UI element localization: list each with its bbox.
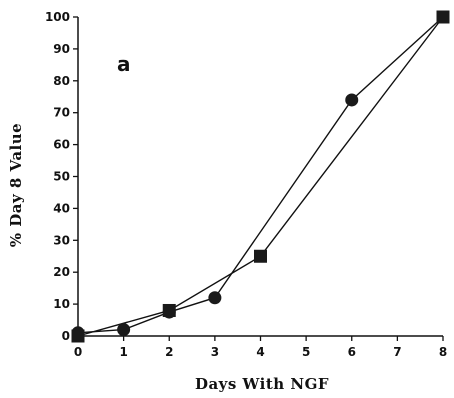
- y-tick-label: 20: [53, 265, 70, 279]
- y-tick-label: 30: [53, 233, 70, 247]
- y-axis-title: % Day 8 Value: [7, 123, 25, 247]
- circle-series-line: [77, 16, 444, 334]
- x-tick-label: 6: [348, 345, 356, 359]
- x-tick-label: 3: [211, 345, 219, 359]
- panel-label: a: [117, 52, 131, 76]
- circle-data-point: [208, 291, 222, 305]
- x-axis-title: Days With NGF: [195, 375, 329, 393]
- y-tick-label: 50: [53, 170, 70, 184]
- circle-data-point: [117, 323, 131, 337]
- square-data-point: [71, 329, 85, 343]
- y-tick-label: 60: [53, 138, 70, 152]
- y-tick-label: 70: [53, 106, 70, 120]
- axes: [77, 17, 443, 337]
- y-tick-label: 100: [45, 10, 70, 24]
- y-tick-label: 0: [62, 329, 70, 343]
- x-tick-label: 7: [393, 345, 401, 359]
- circle-data-point: [345, 93, 359, 107]
- square-data-point: [436, 10, 450, 24]
- x-axis-ticks: 0 1 2 3 4 5 6 7 8: [74, 336, 447, 359]
- x-tick-label: 0: [74, 345, 82, 359]
- square-data-point: [162, 303, 176, 317]
- x-tick-label: 2: [165, 345, 173, 359]
- y-tick-label: 40: [53, 201, 70, 215]
- y-tick-label: 80: [53, 74, 70, 88]
- y-axis-ticks: 0 10 20 30 40 50 60 70 80 90 100: [45, 10, 78, 343]
- y-tick-label: 90: [53, 42, 70, 56]
- x-tick-label: 1: [119, 345, 127, 359]
- square-series-line: [77, 16, 444, 337]
- square-data-point: [254, 249, 267, 263]
- x-tick-label: 5: [302, 345, 310, 359]
- series-layer: [71, 10, 450, 343]
- x-tick-label: 4: [256, 345, 264, 359]
- y-tick-label: 10: [53, 297, 70, 311]
- x-tick-label: 8: [439, 345, 447, 359]
